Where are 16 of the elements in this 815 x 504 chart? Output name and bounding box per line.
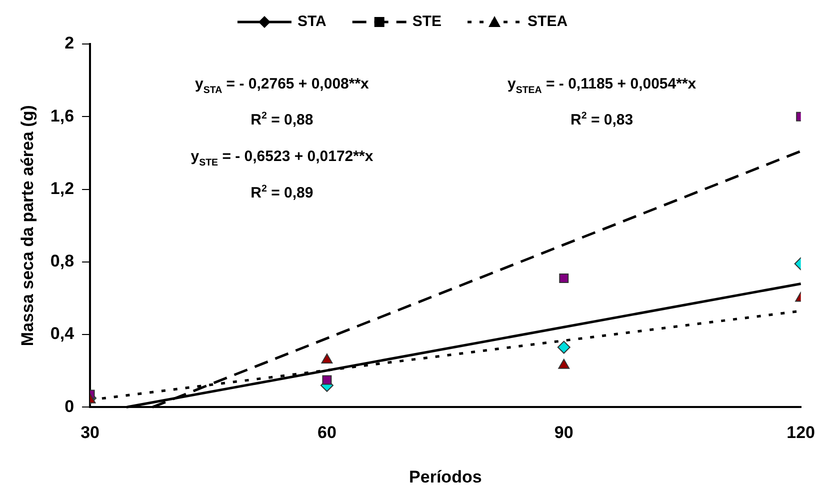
legend-label: STA [297,13,327,30]
y-tick-label: 1,6 [50,106,74,126]
y-tick-label: 0,8 [50,252,74,271]
x-tick-label: 120 [786,423,815,442]
y-tick-label: 0 [64,396,74,416]
point [557,340,570,354]
legend-label: STE [412,13,442,30]
y-tick-label: 2 [64,34,74,53]
x-axis-title: Períodos [409,467,482,486]
legend-label: STEA [528,13,568,30]
x-tick-label: 30 [80,423,100,442]
y-tick-label: 0,4 [50,324,75,344]
x-tick-label: 60 [318,423,336,442]
y-tick-label: 1,2 [50,178,74,198]
x-tick-label: 90 [554,423,574,442]
y-axis-title: Massa seca da parte aérea (g) [18,105,37,346]
